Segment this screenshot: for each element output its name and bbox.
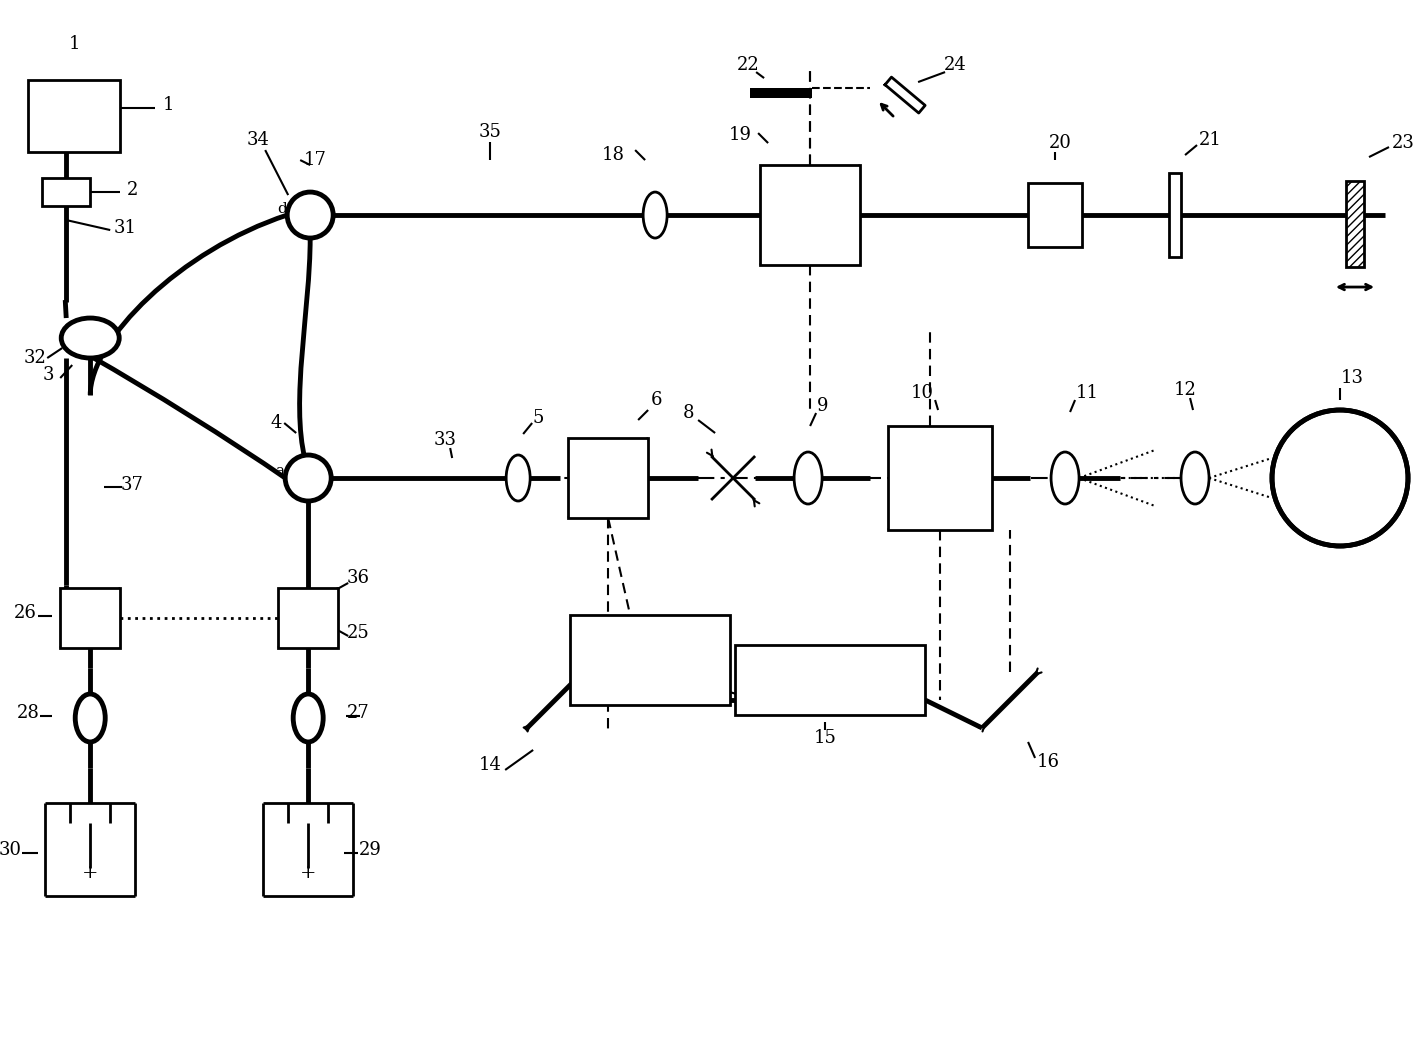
Text: 22: 22 xyxy=(736,57,759,74)
Text: 2: 2 xyxy=(127,181,138,199)
Ellipse shape xyxy=(293,694,323,742)
Bar xyxy=(28,80,120,152)
Text: 19: 19 xyxy=(729,126,752,144)
Text: 30: 30 xyxy=(0,840,21,859)
Text: 24: 24 xyxy=(944,57,967,74)
Ellipse shape xyxy=(644,192,666,238)
Bar xyxy=(1346,181,1364,267)
Text: +: + xyxy=(300,864,316,882)
Ellipse shape xyxy=(75,694,105,742)
Text: f: f xyxy=(312,224,318,238)
Text: c: c xyxy=(308,487,316,501)
Text: d: d xyxy=(278,202,288,216)
Circle shape xyxy=(285,455,332,501)
Text: 26: 26 xyxy=(14,604,37,621)
Bar xyxy=(60,588,120,648)
Ellipse shape xyxy=(1051,452,1079,504)
Text: 37: 37 xyxy=(121,476,144,494)
Text: 16: 16 xyxy=(1037,752,1059,771)
Text: 3: 3 xyxy=(43,366,54,384)
Ellipse shape xyxy=(1180,452,1209,504)
Text: 33: 33 xyxy=(434,431,457,449)
Text: 11: 11 xyxy=(1075,384,1098,402)
Text: 9: 9 xyxy=(817,397,829,415)
Circle shape xyxy=(1272,410,1408,546)
Text: 6: 6 xyxy=(651,391,662,409)
Text: 13: 13 xyxy=(1340,369,1364,387)
Text: 20: 20 xyxy=(1048,134,1071,152)
Text: 10: 10 xyxy=(910,384,934,402)
Text: 27: 27 xyxy=(347,704,370,722)
Text: 1: 1 xyxy=(162,96,174,114)
Text: 28: 28 xyxy=(17,704,40,722)
Text: 18: 18 xyxy=(601,146,625,165)
Bar xyxy=(889,427,993,530)
Circle shape xyxy=(1300,427,1404,530)
Bar xyxy=(43,178,90,206)
Text: a: a xyxy=(276,464,285,478)
Bar xyxy=(1169,173,1180,257)
Text: 23: 23 xyxy=(1391,134,1414,152)
Text: 15: 15 xyxy=(813,729,836,747)
Text: 8: 8 xyxy=(682,405,693,422)
Bar xyxy=(735,645,926,715)
Text: 35: 35 xyxy=(478,123,501,141)
Text: 21: 21 xyxy=(1199,131,1222,149)
Text: 25: 25 xyxy=(347,624,370,642)
Text: 4: 4 xyxy=(271,414,282,432)
Text: 36: 36 xyxy=(346,569,370,587)
Text: 31: 31 xyxy=(114,219,137,237)
Text: 12: 12 xyxy=(1173,381,1196,399)
Bar xyxy=(760,166,860,265)
Bar xyxy=(278,588,337,648)
Text: 17: 17 xyxy=(303,151,326,169)
Text: +: + xyxy=(83,864,98,882)
Text: 29: 29 xyxy=(359,840,382,859)
Ellipse shape xyxy=(795,452,822,504)
Text: 14: 14 xyxy=(478,756,501,774)
Text: b: b xyxy=(309,464,318,478)
Text: e: e xyxy=(312,202,320,216)
Bar xyxy=(570,615,731,705)
Bar xyxy=(1028,183,1082,247)
Ellipse shape xyxy=(506,455,530,501)
Text: 1: 1 xyxy=(68,35,80,53)
Circle shape xyxy=(288,192,333,238)
Text: 5: 5 xyxy=(533,409,544,427)
Text: 32: 32 xyxy=(24,349,47,367)
Bar xyxy=(568,438,648,518)
Bar xyxy=(750,88,812,99)
Ellipse shape xyxy=(61,318,120,358)
Text: 34: 34 xyxy=(246,131,269,149)
Text: 7: 7 xyxy=(745,686,756,704)
